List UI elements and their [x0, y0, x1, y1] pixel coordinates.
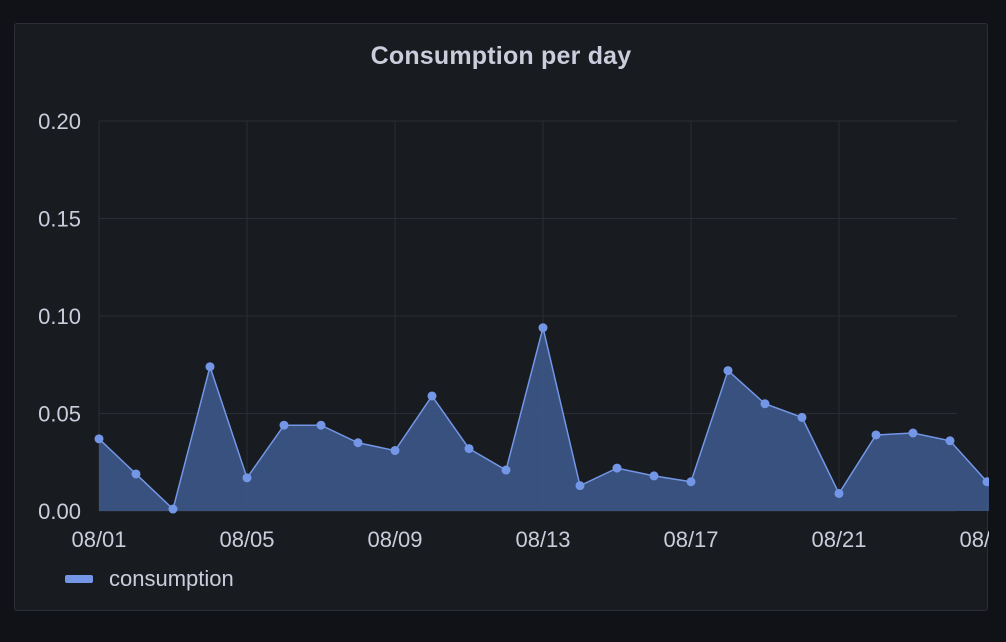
data-point[interactable] [723, 366, 733, 376]
x-tick-label: 08/17 [663, 527, 718, 552]
chart-panel: Consumption per day 0.00 0.05 0.10 0.15 0.20… [14, 23, 990, 611]
data-point[interactable] [686, 477, 696, 487]
data-point[interactable] [834, 488, 844, 498]
data-point[interactable] [945, 436, 955, 446]
x-tick-label: 08/21 [811, 527, 866, 552]
data-point[interactable] [501, 465, 511, 475]
data-points [94, 323, 990, 514]
data-point[interactable] [353, 438, 363, 448]
chart-svg: 0.00 0.05 0.10 0.15 0.20 08/01 08/05 08/09 08/1… [38, 109, 990, 552]
y-axis-ticks: 0.00 0.05 0.10 0.15 0.20 [38, 109, 81, 524]
y-tick-label: 0.15 [38, 207, 81, 232]
data-point[interactable] [538, 323, 548, 333]
legend-swatch [65, 575, 93, 583]
y-tick-label: 0.10 [38, 304, 81, 329]
legend-label: consumption [109, 566, 234, 591]
data-point[interactable] [908, 428, 918, 438]
data-point[interactable] [575, 481, 585, 491]
x-tick-label: 08/01 [71, 527, 126, 552]
data-point[interactable] [649, 471, 659, 481]
legend[interactable]: consumption [65, 566, 234, 592]
data-point[interactable] [390, 446, 400, 456]
data-point[interactable] [427, 391, 437, 401]
data-point[interactable] [131, 469, 141, 479]
data-point[interactable] [242, 473, 252, 483]
y-tick-label: 0.05 [38, 402, 81, 427]
data-point[interactable] [316, 420, 326, 430]
x-tick-label: 08/25 [959, 527, 989, 552]
data-point[interactable] [871, 430, 881, 440]
area-layer [98, 327, 989, 511]
x-tick-label: 08/09 [367, 527, 422, 552]
data-point[interactable] [760, 399, 770, 409]
series-area-consumption [99, 327, 989, 511]
panel-title: Consumption per day [370, 42, 632, 70]
data-point[interactable] [464, 444, 474, 454]
data-point[interactable] [612, 463, 622, 473]
data-point[interactable] [205, 362, 215, 372]
data-point[interactable] [279, 420, 289, 430]
y-tick-label: 0.20 [38, 109, 81, 134]
x-tick-label: 08/13 [515, 527, 570, 552]
data-point[interactable] [797, 412, 807, 422]
y-tick-label: 0.00 [38, 499, 81, 524]
data-point[interactable] [94, 434, 104, 444]
data-point[interactable] [168, 504, 178, 514]
x-tick-label: 08/05 [219, 527, 274, 552]
data-point[interactable] [982, 477, 990, 487]
